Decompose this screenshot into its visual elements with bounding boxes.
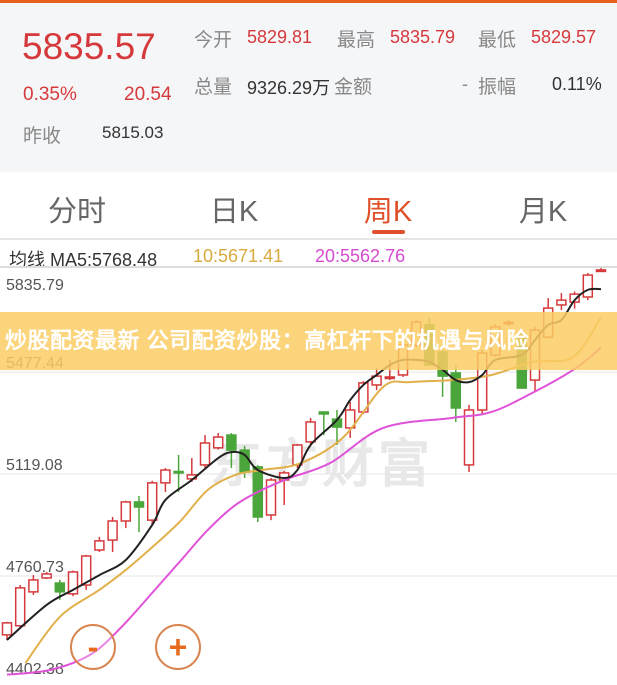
candle-up xyxy=(107,520,118,541)
ma10-legend: 10:5671.41 xyxy=(193,246,284,266)
high-value: 5835.79 xyxy=(390,27,456,47)
tab-weekly-k[interactable]: 周K xyxy=(363,196,413,228)
amount-value: - xyxy=(462,74,468,94)
amplitude-label: 振幅 xyxy=(478,77,517,98)
candle-up xyxy=(463,409,475,466)
candle-up xyxy=(67,571,79,595)
candle-down xyxy=(54,582,66,593)
ma10-line xyxy=(24,316,602,664)
active-tab-indicator xyxy=(372,230,405,234)
y-tick-label: 5835.79 xyxy=(6,277,64,294)
candle-up xyxy=(569,293,580,303)
quote-panel xyxy=(0,3,617,172)
tab-daily-k[interactable]: 日K xyxy=(209,196,259,228)
overlay-banner: 炒股配资最新 公司配资炒股：高杠杆下的机遇与风险 xyxy=(0,312,617,370)
zoom-out-button[interactable]: - xyxy=(70,624,116,670)
candle-down xyxy=(226,434,237,451)
candle-up xyxy=(160,469,171,484)
ma5-legend: 均线 MA5:5768.48 xyxy=(9,250,158,270)
candle-up xyxy=(292,444,303,466)
candle-up xyxy=(94,540,105,551)
candle-up xyxy=(199,442,211,466)
candle-up xyxy=(1,622,13,636)
amplitude-value: 0.11% xyxy=(552,74,602,94)
ma20-legend: 20:5562.76 xyxy=(315,246,406,266)
top-accent-bar xyxy=(0,0,617,3)
candle-up xyxy=(595,269,607,273)
candle-up xyxy=(14,587,26,627)
candle-up xyxy=(80,555,92,586)
prev-close-value: 5815.03 xyxy=(102,123,164,142)
low-value: 5829.57 xyxy=(531,27,597,47)
tab-intraday[interactable]: 分时 xyxy=(47,196,107,228)
candle-up xyxy=(344,409,356,429)
candle-up xyxy=(41,573,52,579)
y-tick-label: 4760.73 xyxy=(6,559,64,576)
last-price: 5835.57 xyxy=(22,26,156,67)
candle-up xyxy=(556,299,567,306)
candle-up xyxy=(265,479,277,516)
period-tabs: 分时 日K 周K 月K xyxy=(0,172,617,240)
candle-down xyxy=(318,411,330,415)
change-amount: 20.54 xyxy=(124,84,172,105)
low-label: 最低 xyxy=(478,30,517,51)
candle-up xyxy=(384,376,396,380)
candle-up xyxy=(28,579,39,593)
amount-label: 金额 xyxy=(334,77,373,98)
open-value: 5829.81 xyxy=(247,27,313,47)
tab-monthly-k[interactable]: 月K xyxy=(518,196,568,228)
change-percent: 0.35% xyxy=(23,84,77,105)
candle-down xyxy=(133,501,145,508)
candle-down xyxy=(450,372,462,409)
open-label: 今开 xyxy=(194,30,233,51)
volume-label: 总量 xyxy=(194,77,233,98)
high-label: 最高 xyxy=(337,30,376,51)
prev-close-label: 昨收 xyxy=(23,126,62,147)
candle-up xyxy=(582,274,594,298)
candle-down xyxy=(173,470,184,474)
zoom-in-button[interactable]: + xyxy=(155,624,201,670)
candle-up xyxy=(120,501,132,522)
candle-up xyxy=(212,436,224,449)
candle-up xyxy=(305,421,316,443)
volume-value: 9326.29万 xyxy=(247,78,331,98)
candle-up xyxy=(146,482,158,521)
y-tick-label: 5119.08 xyxy=(6,457,63,474)
